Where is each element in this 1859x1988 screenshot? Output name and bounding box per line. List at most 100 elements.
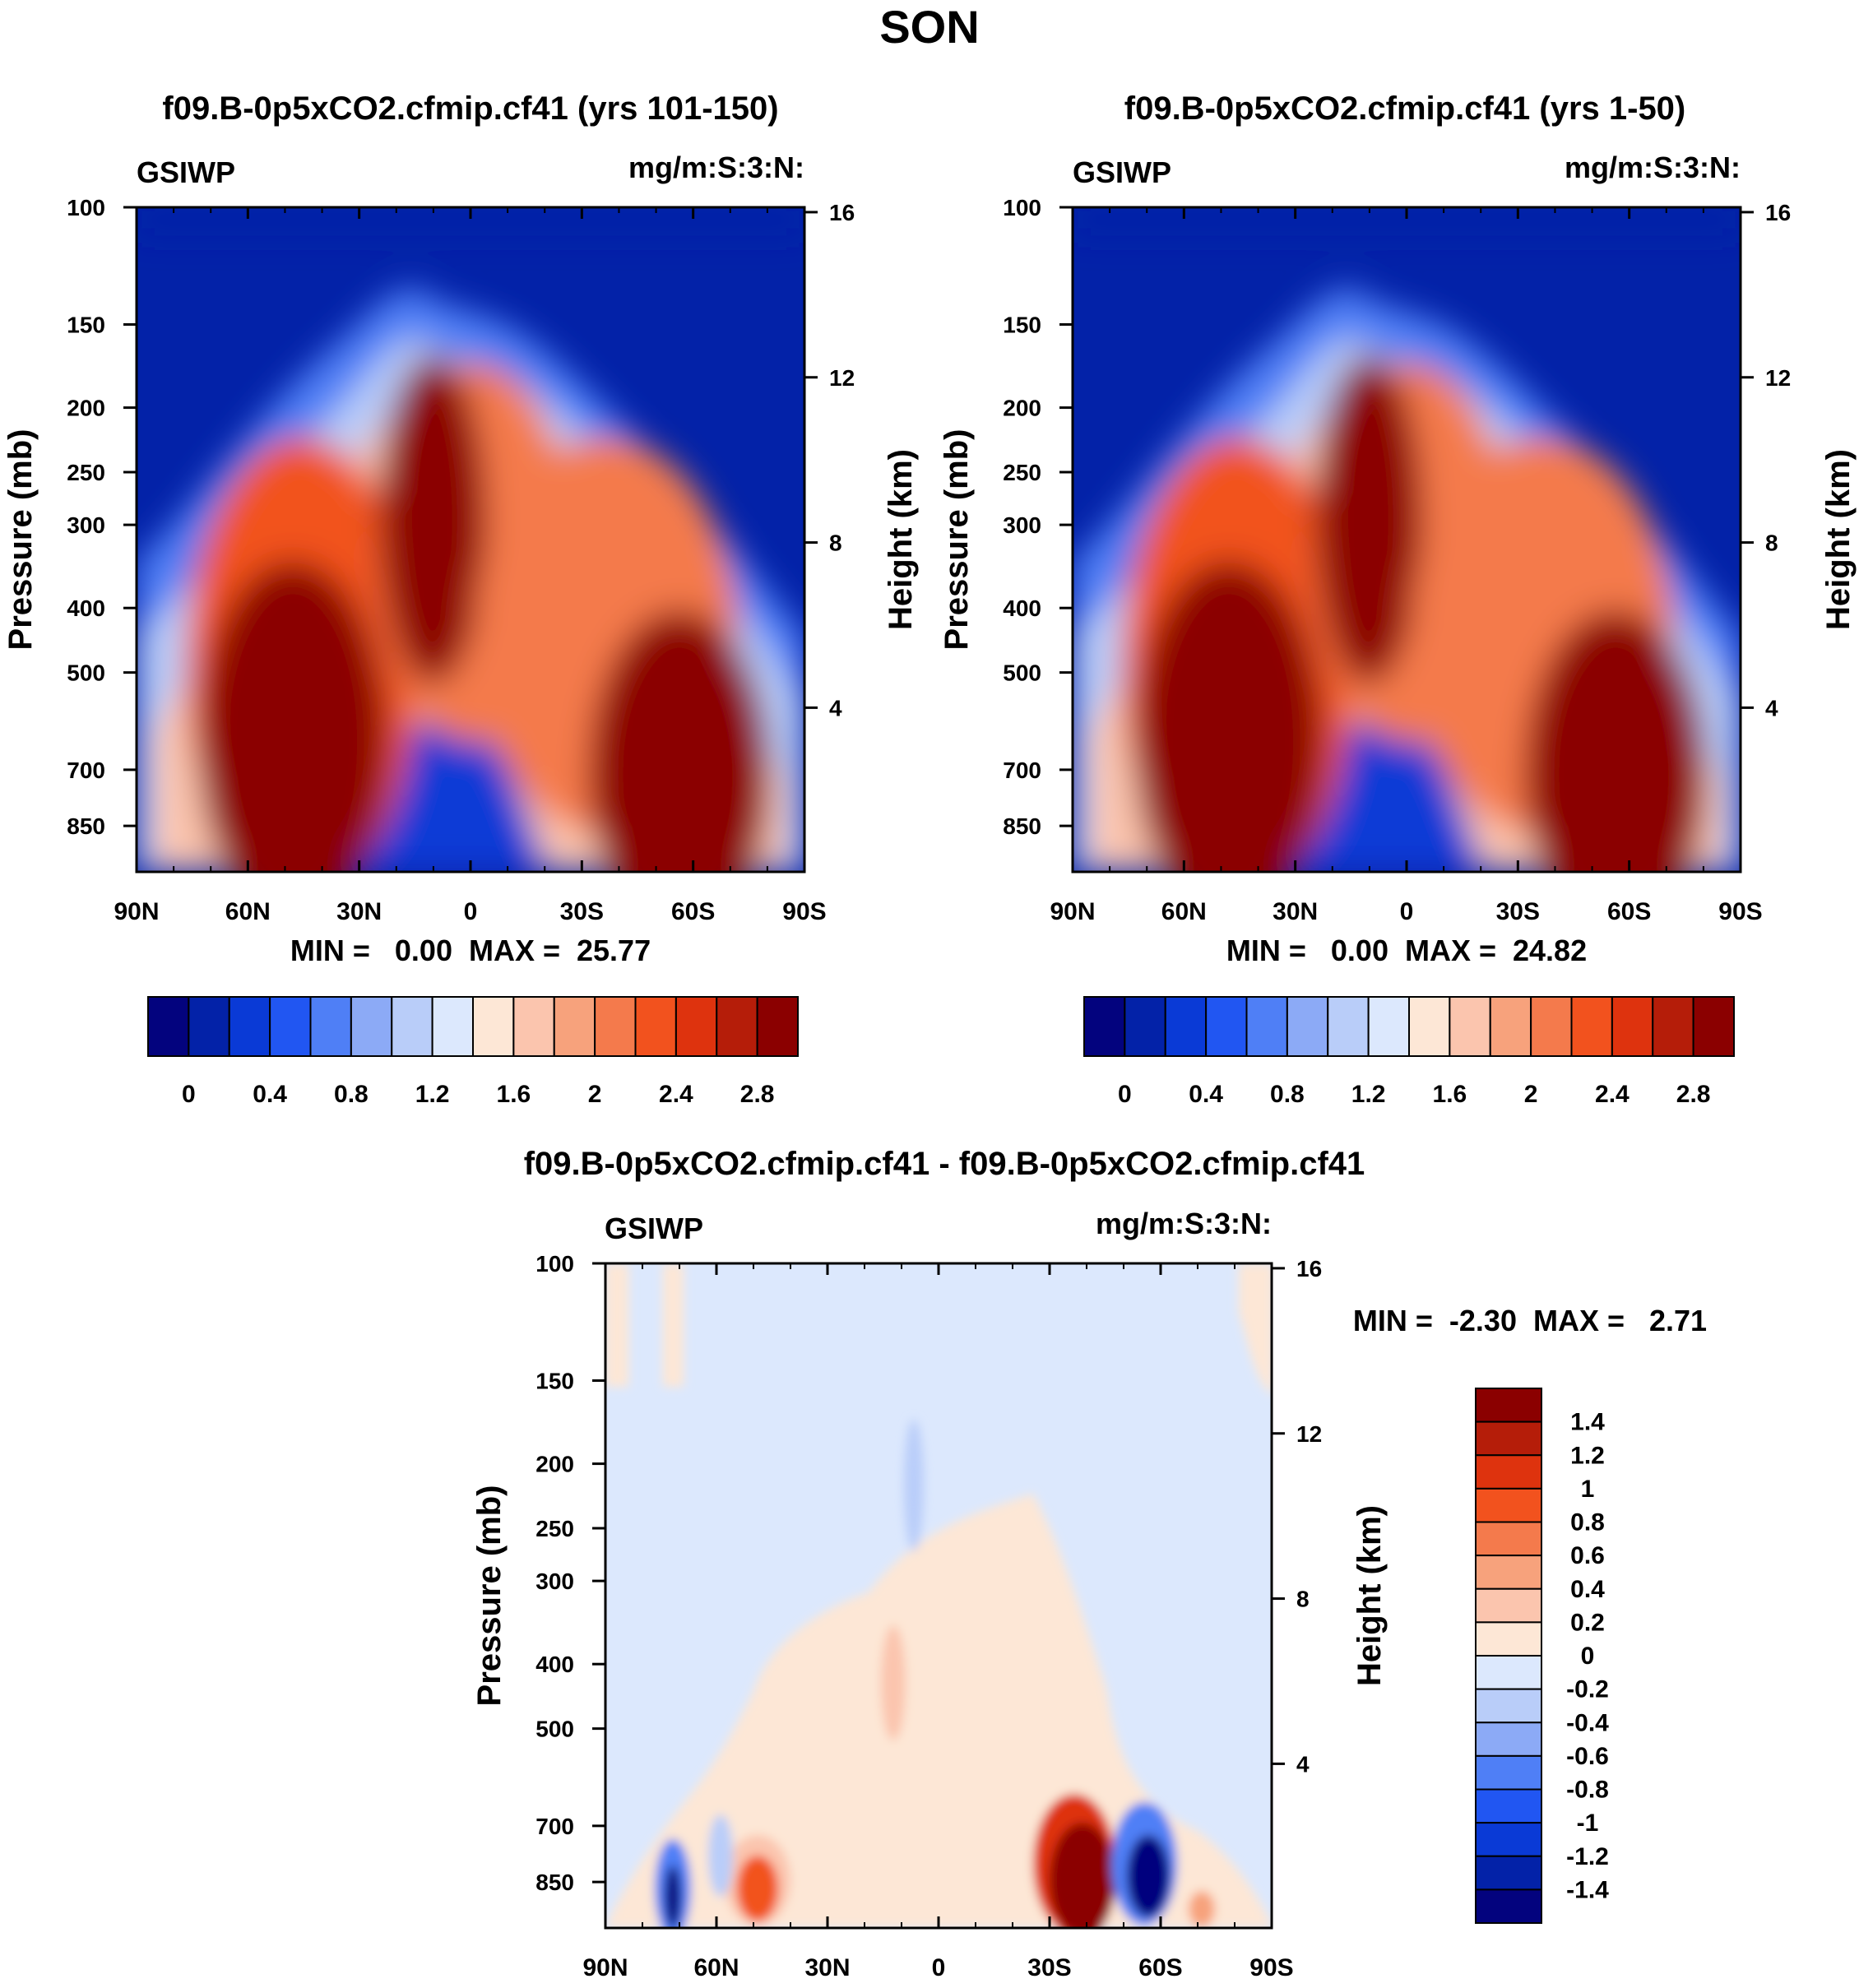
y-tick-label: 500 — [535, 1717, 574, 1742]
colorbar-swatch — [756, 996, 799, 1057]
colorbar-swatch — [1611, 996, 1654, 1057]
y-tick-label: 400 — [1003, 595, 1041, 621]
y-tick-label: 850 — [535, 1870, 574, 1895]
y-tick-label: 150 — [535, 1368, 574, 1393]
x-tick-label: 30N — [1273, 898, 1318, 925]
x-tick-label: 30S — [1496, 898, 1540, 925]
colorbar-tick-label: 2 — [1524, 1081, 1538, 1108]
y-tick-label: 150 — [67, 312, 105, 337]
panel-3-y2-axis-label: Height (km) — [1351, 1505, 1388, 1686]
y-tick-label: 100 — [1003, 195, 1041, 220]
y-tick-label: 850 — [1003, 813, 1041, 839]
y2-tick-label: 16 — [1765, 200, 1791, 225]
colorbar-swatch — [1475, 1521, 1542, 1557]
panel-1-title: f09.B-0p5xCO2.cfmip.cf41 (yrs 101-150) — [162, 90, 778, 127]
panel-2-y-axis-label: Pressure (mb) — [939, 429, 975, 651]
colorbar-tick-label: 2.8 — [740, 1081, 775, 1108]
colorbar-tick-label: 0 — [182, 1081, 196, 1108]
y2-tick-label: 4 — [1765, 695, 1778, 721]
x-tick-label: 0 — [464, 898, 478, 925]
colorbar-swatch — [1475, 1487, 1542, 1523]
colorbar-swatch — [716, 996, 758, 1057]
y-tick-label: 500 — [1003, 660, 1041, 686]
colorbar-tick-label: 0.2 — [1570, 1609, 1605, 1636]
colorbar-swatch — [1489, 996, 1532, 1057]
colorbar-tick-label: 2 — [588, 1081, 602, 1108]
y2-tick-label: 8 — [1296, 1587, 1310, 1612]
colorbar-swatch — [1530, 996, 1573, 1057]
colorbar-swatch — [1408, 996, 1451, 1057]
colorbar-swatch — [1570, 996, 1613, 1057]
colorbar-swatch — [309, 996, 352, 1057]
x-tick-label: 90S — [1718, 898, 1762, 925]
y-tick-label: 150 — [1003, 312, 1041, 337]
panel-1-field — [137, 207, 804, 939]
y-tick-label: 200 — [1003, 396, 1041, 421]
panel-1-y2-axis-label: Height (km) — [883, 449, 919, 630]
x-tick-label: 60S — [671, 898, 715, 925]
y-tick-label: 200 — [535, 1452, 574, 1477]
y-tick-label: 300 — [1003, 512, 1041, 538]
panel-2: f09.B-0p5xCO2.cfmip.cf41 (yrs 1-50) GSIW… — [939, 90, 1857, 1108]
colorbar-tick-label: -1 — [1577, 1810, 1599, 1837]
panel-3-field — [605, 1263, 1273, 1938]
colorbar-swatch — [594, 996, 637, 1057]
colorbar-swatch — [1692, 996, 1735, 1057]
colorbar-tick-label: -1.4 — [1566, 1876, 1609, 1903]
colorbar-swatch — [1475, 1420, 1542, 1457]
colorbar-swatch — [1475, 1621, 1542, 1657]
x-tick-label: 90N — [114, 898, 159, 925]
y-tick-label: 300 — [67, 512, 105, 538]
colorbar-swatch — [512, 996, 555, 1057]
colorbar-swatch — [1083, 996, 1126, 1057]
x-tick-label: 30S — [560, 898, 604, 925]
colorbar-swatch — [1367, 996, 1410, 1057]
colorbar-swatch — [147, 996, 190, 1057]
panel-1-units-label: mg/m:S:3:N: — [628, 151, 804, 184]
y2-tick-label: 12 — [829, 365, 855, 391]
colorbar-swatch — [1475, 1754, 1542, 1791]
y-tick-label: 700 — [535, 1814, 574, 1839]
x-tick-label: 60N — [225, 898, 271, 925]
panel-3-title: f09.B-0p5xCO2.cfmip.cf41 - f09.B-0p5xCO2… — [524, 1146, 1365, 1182]
panel-2-variable-label: GSIWP — [1073, 155, 1171, 189]
colorbar-swatch — [634, 996, 677, 1057]
y-tick-label: 100 — [535, 1251, 574, 1277]
x-tick-label: 90S — [782, 898, 826, 925]
panel-3-units-label: mg/m:S:3:N: — [1096, 1207, 1272, 1240]
y2-tick-label: 8 — [1765, 531, 1778, 556]
x-tick-label: 60S — [1138, 1954, 1182, 1981]
colorbar-swatch — [1475, 1454, 1542, 1490]
colorbar-tick-label: 0.6 — [1570, 1542, 1605, 1569]
y-tick-label: 400 — [67, 595, 105, 621]
y2-tick-label: 12 — [1296, 1421, 1322, 1447]
colorbar-tick-label: 0.8 — [1570, 1509, 1605, 1536]
y-tick-label: 400 — [535, 1652, 574, 1677]
colorbar-tick-label: -0.8 — [1566, 1777, 1609, 1804]
y2-tick-label: 16 — [1296, 1256, 1322, 1281]
colorbar-swatch — [472, 996, 515, 1057]
colorbar-tick-label: 1.2 — [1351, 1081, 1386, 1108]
y-tick-label: 500 — [67, 660, 105, 686]
colorbar-swatch — [1652, 996, 1694, 1057]
colorbar-swatch — [1124, 996, 1166, 1057]
colorbar-swatch — [1475, 1555, 1542, 1590]
colorbar-swatch — [1475, 1888, 1542, 1924]
panel-2-stats: MIN = 0.00 MAX = 24.82 — [1226, 934, 1587, 967]
x-tick-label: 60N — [693, 1954, 739, 1981]
colorbar-swatch — [1327, 996, 1370, 1057]
x-tick-label: 90S — [1249, 1954, 1293, 1981]
y-tick-label: 700 — [1003, 758, 1041, 783]
x-tick-label: 90N — [1050, 898, 1095, 925]
colorbar-tick-label: 0.8 — [1270, 1081, 1305, 1108]
panel-3-variable-label: GSIWP — [605, 1212, 703, 1245]
colorbar-swatch — [675, 996, 718, 1057]
y2-tick-label: 12 — [1765, 365, 1791, 391]
colorbar-swatch — [1164, 996, 1208, 1057]
colorbar-swatch — [1449, 996, 1491, 1057]
colorbar-swatch — [1475, 1822, 1542, 1857]
panel-2-y2-axis-label: Height (km) — [1820, 449, 1857, 630]
y-tick-label: 300 — [535, 1569, 574, 1594]
colorbar-tick-label: 2.4 — [659, 1081, 693, 1108]
